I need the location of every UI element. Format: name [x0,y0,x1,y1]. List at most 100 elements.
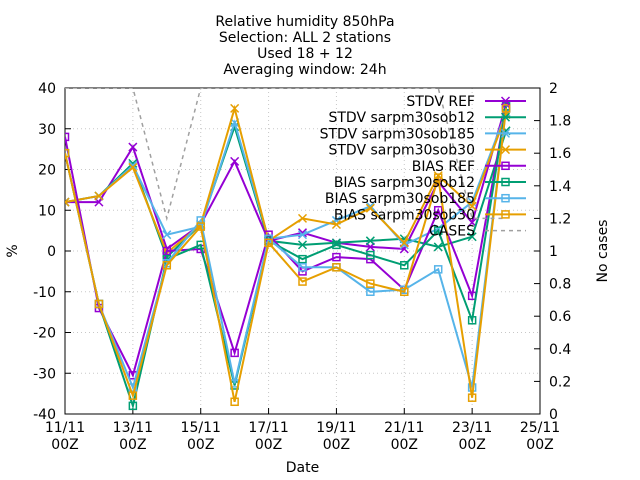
x-tick-label-time: 00Z [526,437,553,453]
y2-tick-label: 1.4 [549,179,571,195]
marker-stroke [94,191,104,201]
y-tick-label: -20 [33,326,56,342]
series-line [65,106,508,410]
legend-marker [501,193,510,203]
x-tick-label: 13/11 [113,420,153,436]
data-point [230,348,239,358]
marker-stroke [467,217,477,228]
x-tick-label-time: 00Z [51,437,78,453]
data-point [230,397,239,407]
x-axis: 11/1100Z13/1100Z15/1100Z17/1100Z19/1100Z… [45,408,560,453]
marker-stroke [331,219,341,230]
legend-item: BIAS sarpm30sob12 [334,175,526,191]
data-point [332,263,341,272]
y2-tick-label: 0.4 [549,342,571,358]
x-tick-label-time: 00Z [187,437,214,453]
data-point [230,103,240,113]
y-axis: -40 -30 -20 -10 0 10 20 30 40 [33,81,71,423]
x-tick-label: 25/11 [520,420,560,436]
legend-marker [501,210,510,219]
title-line: Averaging window: 24h [223,62,386,78]
y2-axis-label: No cases [595,220,611,283]
marker-stroke [467,232,477,242]
data-point [298,263,307,272]
y2-tick-label: 0.8 [549,277,571,293]
data-point [399,238,409,248]
marker-stroke [297,213,308,223]
x-axis-label: Date [286,460,319,476]
data-point [230,156,240,166]
data-point [433,171,443,181]
legend-marker [500,112,511,122]
marker-stroke [297,230,308,240]
data-point [65,148,70,158]
legend-marker [501,177,510,187]
y2-tick-label: 1 [549,244,558,260]
series-line [65,104,508,255]
marker-stroke [297,240,308,250]
data-point [365,203,375,213]
y-tick-label: 30 [38,122,56,138]
y-tick-label: 0 [47,244,56,260]
legend-label: BIAS sarpm30sob30 [334,207,475,223]
y2-tick-label: 0 [549,407,558,423]
marker-stroke [230,156,240,166]
legend-label: CASES [429,224,475,240]
data-point [94,299,104,309]
x-tick-label-time: 00Z [391,437,418,453]
series [65,88,511,411]
data-point [467,232,477,242]
marker-stroke [365,236,375,246]
data-point [331,219,341,230]
marker-stroke [230,103,240,113]
legend-item: BIAS REF [412,159,526,175]
data-point [297,240,308,250]
data-point [332,240,341,250]
y-tick-label: -30 [33,366,56,382]
legend-item: STDV REF [406,94,526,110]
legend-label: STDV sarpm30sob12 [328,110,475,126]
series-line [65,108,508,403]
data-point [433,206,443,215]
y-axis-label: % [5,244,21,257]
series-line [65,112,508,247]
marker-stroke [433,171,443,181]
data-point [366,287,375,296]
legend-item: CASES [429,224,526,240]
marker-stroke [433,242,443,252]
x-tick-label: 21/11 [384,420,424,436]
x-tick-label-time: 00Z [458,437,485,453]
y2-tick-label: 1.6 [549,146,571,162]
data-point [400,261,409,270]
marker-stroke [128,142,138,152]
data-point [467,316,477,325]
legend-item: STDV sarpm30sob12 [328,110,526,126]
marker-stroke [365,203,375,213]
data-point [128,160,138,170]
x-tick-label-time: 00Z [255,437,282,453]
marker-stroke [399,240,409,250]
data-point [162,230,172,240]
marker-stroke [65,197,70,204]
y2-tick-label: 1.8 [549,114,571,130]
marker-stroke [128,162,138,172]
data-point [298,277,307,286]
data-point [65,197,70,207]
data-point [433,265,443,274]
data-point [264,238,273,248]
data-point [433,224,443,234]
data-point [162,246,172,256]
data-point [128,158,138,168]
legend-marker [500,145,511,155]
marker-stroke [399,238,409,248]
data-point [433,173,443,182]
x-tick-label-time: 00Z [323,437,350,453]
title-line: Used 18 + 12 [257,46,353,62]
data-point [399,240,409,250]
marker-stroke [500,96,511,106]
series-7 [65,104,511,407]
series-line [65,108,508,391]
y2-tick-label: 0.6 [549,309,571,325]
y2-tick-label: 0.2 [549,374,571,390]
